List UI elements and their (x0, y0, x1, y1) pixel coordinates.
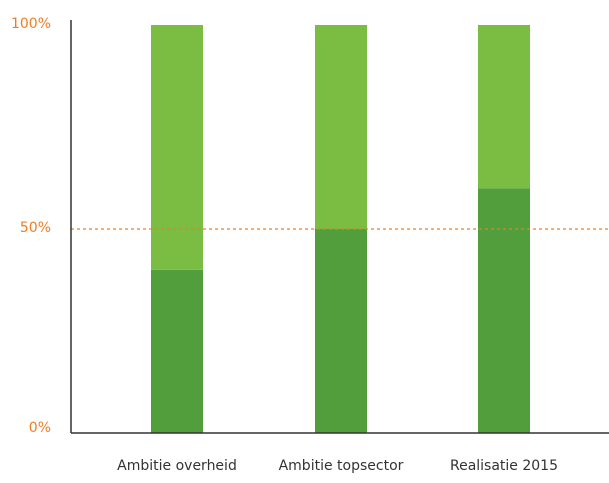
bar-segment-top-2 (315, 25, 367, 229)
y-tick-label-0: 0% (29, 420, 51, 436)
x-tick-label-1: Ambitie overheid (117, 458, 237, 474)
bar-segment-bottom-2 (315, 229, 367, 433)
bar-segment-bottom-3 (478, 188, 530, 433)
x-tick-label-2: Ambitie topsector (279, 458, 404, 474)
y-tick-label-50: 50% (20, 220, 51, 236)
bar-segment-top-1 (151, 25, 203, 270)
bar-segment-top-3 (478, 25, 530, 189)
y-tick-label-100: 100% (11, 16, 51, 32)
bar-segment-bottom-1 (151, 269, 203, 433)
x-tick-label-3: Realisatie 2015 (450, 458, 558, 474)
